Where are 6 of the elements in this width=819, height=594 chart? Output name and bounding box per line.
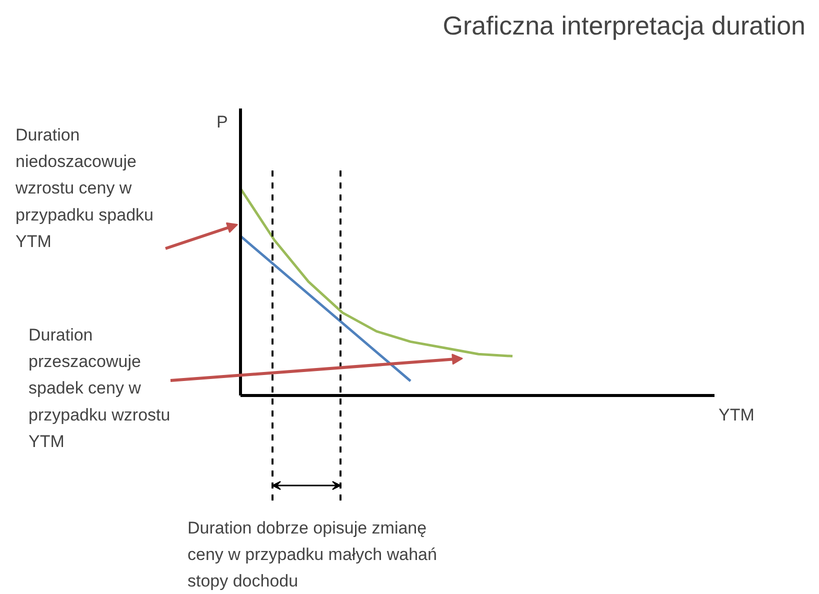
text: Graficzna interpretacja duration — [442, 10, 806, 40]
text: Duration dobrze opisuje zmianę ceny w przypadku małych wahań stopy dochodu — [188, 518, 437, 591]
y-axis-title: P — [216, 112, 228, 132]
text: Duration niedoszacowuje wzrostu ceny w przypadku spadku YTM — [14, 126, 154, 251]
text: YTM — [718, 406, 754, 424]
text: Duration przeszacowuje spadek ceny w przypadku wzrostu YTM — [28, 326, 170, 451]
